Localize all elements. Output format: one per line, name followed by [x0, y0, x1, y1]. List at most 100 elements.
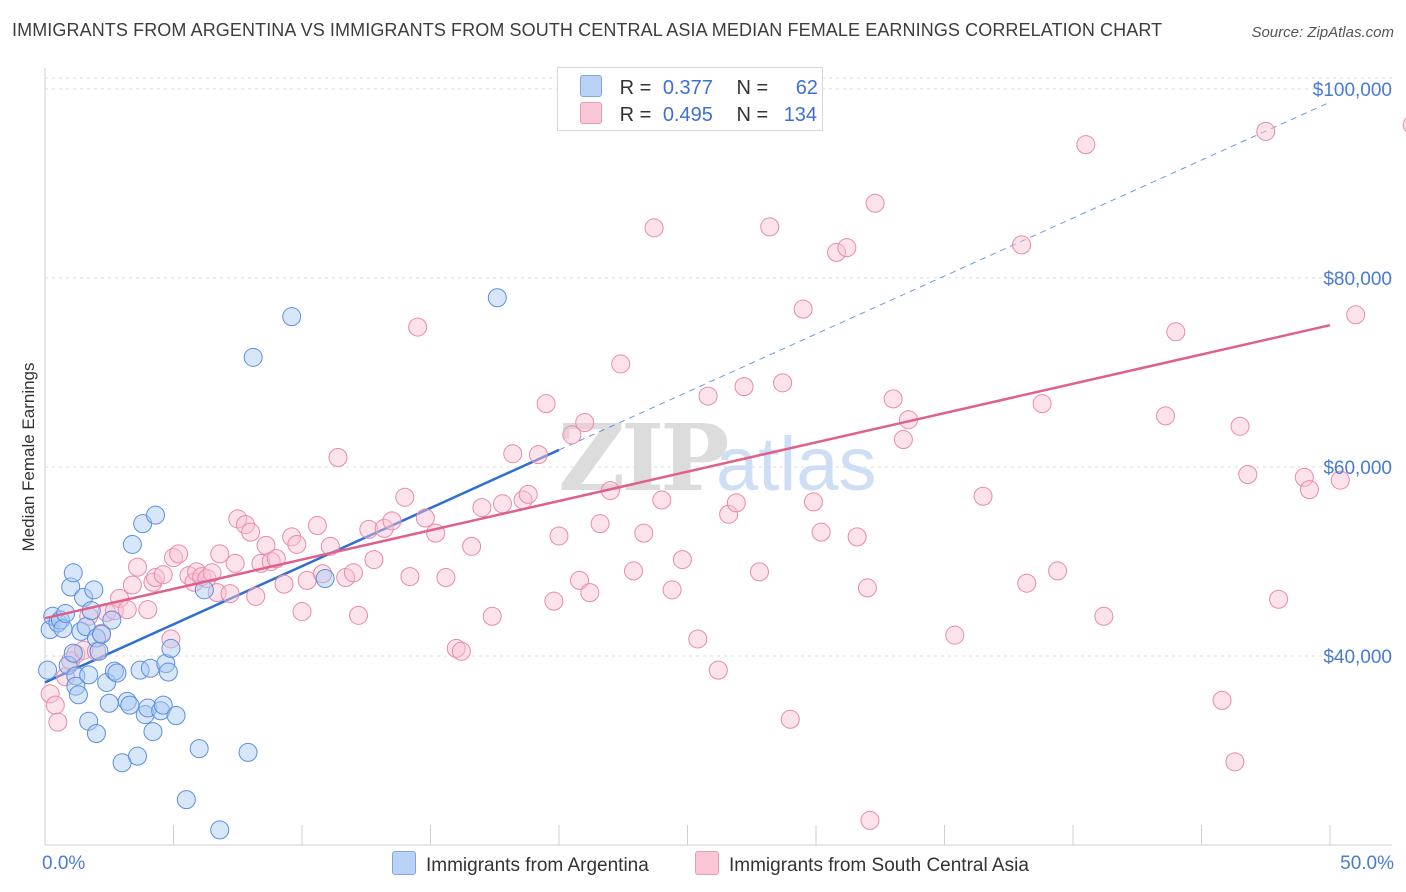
point-south-central-asia	[138, 600, 158, 620]
point-south-central-asia	[1402, 117, 1406, 132]
bottom-legend-argentina: Immigrants from Argentina	[392, 851, 649, 877]
point-south-central-asia	[446, 638, 466, 658]
point-argentina	[99, 693, 119, 713]
point-south-central-asia	[575, 413, 595, 433]
point-south-central-asia	[688, 629, 708, 649]
point-argentina	[68, 685, 88, 705]
point-south-central-asia	[945, 625, 965, 645]
point-south-central-asia	[1269, 589, 1289, 609]
point-argentina	[104, 661, 124, 681]
point-south-central-asia	[482, 606, 502, 626]
point-argentina	[48, 613, 68, 633]
point-south-central-asia	[847, 527, 867, 547]
point-south-central-asia	[893, 430, 913, 450]
watermark: ZIP atlas	[558, 404, 877, 512]
point-south-central-asia	[1012, 235, 1032, 255]
point-south-central-asia	[518, 484, 538, 504]
point-south-central-asia	[451, 641, 471, 661]
point-south-central-asia	[287, 534, 307, 554]
point-south-central-asia	[734, 377, 754, 397]
point-south-central-asia	[562, 425, 582, 445]
point-south-central-asia	[122, 575, 142, 595]
point-south-central-asia	[408, 317, 428, 337]
point-argentina	[158, 662, 178, 682]
grid-lines	[45, 77, 1392, 657]
point-south-central-asia	[1076, 135, 1096, 155]
y-tick-label: $80,000	[1323, 269, 1392, 290]
point-south-central-asia	[528, 445, 548, 465]
point-south-central-asia	[857, 578, 877, 598]
legend-n-label: N =	[736, 77, 769, 99]
point-argentina	[79, 711, 99, 731]
legend-r-label: R =	[619, 104, 652, 126]
point-south-central-asia	[749, 562, 769, 582]
point-south-central-asia	[811, 522, 831, 542]
point-south-central-asia	[1294, 467, 1314, 487]
point-argentina	[140, 658, 160, 678]
point-south-central-asia	[374, 518, 394, 538]
point-south-central-asia	[343, 563, 363, 583]
point-south-central-asia	[1094, 606, 1114, 626]
point-south-central-asia	[973, 486, 993, 506]
point-south-central-asia	[48, 712, 68, 732]
point-south-central-asia	[1166, 322, 1186, 342]
x-tick-labels: 0.0% 50.0%	[42, 853, 1394, 874]
point-argentina	[143, 722, 163, 742]
point-argentina	[128, 746, 148, 766]
point-south-central-asia	[860, 810, 880, 830]
point-south-central-asia	[359, 519, 379, 539]
point-south-central-asia	[503, 444, 523, 464]
chart-title: IMMIGRANTS FROM ARGENTINA VS IMMIGRANTS …	[12, 20, 1163, 40]
point-argentina	[92, 624, 112, 644]
point-south-central-asia	[760, 217, 780, 237]
legend-r-value: 0.495	[662, 104, 713, 126]
point-south-central-asia	[662, 580, 682, 600]
point-argentina	[238, 742, 258, 762]
point-argentina	[176, 790, 196, 810]
y-tick-labels: $40,000 $60,000 $80,000 $100,000	[1313, 80, 1392, 668]
x-tick-label: 0.0%	[42, 853, 85, 874]
point-south-central-asia	[1048, 561, 1068, 581]
legend-row-south-central-asia: R = 0.495 N = 134	[580, 102, 817, 126]
point-argentina	[189, 739, 209, 759]
point-argentina	[86, 723, 106, 743]
point-south-central-asia	[220, 584, 240, 604]
point-south-central-asia	[400, 567, 420, 587]
bottom-legend-label: Immigrants from Argentina	[426, 855, 649, 876]
point-south-central-asia	[153, 565, 173, 585]
point-argentina	[81, 601, 101, 621]
point-argentina	[153, 695, 173, 715]
point-argentina	[84, 580, 104, 600]
point-south-central-asia	[128, 557, 148, 577]
point-argentina	[166, 706, 186, 726]
point-south-central-asia	[1017, 573, 1037, 593]
trend-line-argentina-extension	[558, 101, 1331, 451]
bottom-legend-swatch-blue	[392, 851, 416, 875]
point-south-central-asia	[1346, 305, 1366, 325]
bottom-legend-label: Immigrants from South Central Asia	[729, 855, 1029, 876]
point-south-central-asia	[1156, 406, 1176, 426]
trend-line-argentina	[44, 448, 560, 684]
axes	[44, 68, 1392, 846]
bottom-legend-south-central-asia: Immigrants from South Central Asia	[695, 851, 1029, 877]
point-south-central-asia	[415, 508, 435, 528]
point-south-central-asia	[1330, 470, 1350, 490]
point-south-central-asia	[634, 523, 654, 543]
legend-n-label: N =	[736, 104, 769, 126]
point-south-central-asia	[1230, 416, 1250, 436]
point-argentina	[161, 638, 181, 658]
point-south-central-asia	[45, 695, 65, 715]
legend-row-argentina: R = 0.377 N = 62	[580, 75, 818, 99]
point-south-central-asia	[590, 514, 610, 534]
point-south-central-asia	[726, 493, 746, 513]
point-argentina	[58, 655, 78, 675]
point-argentina	[117, 691, 137, 711]
point-south-central-asia	[382, 511, 402, 531]
point-south-central-asia	[349, 605, 369, 625]
point-south-central-asia	[544, 591, 564, 611]
point-south-central-asia	[1256, 121, 1276, 141]
watermark-atlas: atlas	[716, 422, 877, 507]
legend-swatch-blue	[580, 75, 602, 97]
point-south-central-asia	[228, 509, 248, 529]
point-south-central-asia	[644, 218, 664, 238]
